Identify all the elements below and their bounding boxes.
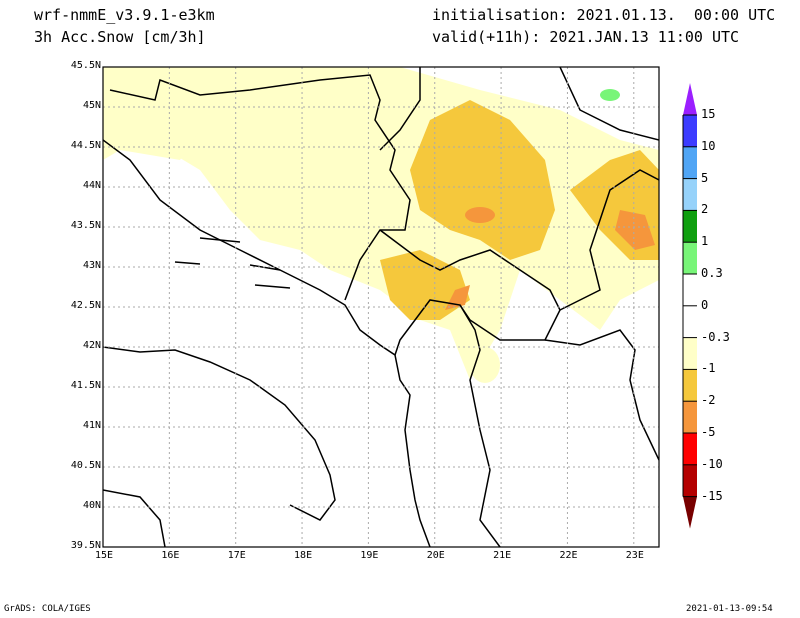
lon-label: 22E: [559, 550, 578, 561]
model-name: wrf-nmmE_v3.9.1-e3km: [34, 6, 215, 24]
lat-label: 41N: [82, 420, 101, 431]
lat-label: 39.5N: [70, 540, 101, 551]
lon-label: 15E: [95, 550, 114, 561]
snow-heavy-central: [465, 207, 495, 223]
snow-field: [103, 67, 659, 383]
colorbar-label: -2: [701, 393, 716, 408]
footer-right: 2021-01-13-09:54: [686, 604, 773, 614]
colorbar-swatch: [683, 242, 697, 274]
colorbar: [682, 83, 697, 529]
border-3: [459, 304, 501, 547]
colorbar-label: -0.3: [701, 329, 730, 344]
colorbar-label: 2: [701, 202, 709, 217]
lat-label: 45.5N: [70, 60, 101, 71]
colorbar-swatch: [683, 210, 697, 243]
lat-label: 43.5N: [70, 220, 101, 231]
init-time: initialisation: 2021.01.13. 00:00 UTC: [432, 6, 776, 24]
adriatic-east-coast: [103, 139, 431, 547]
colorbar-swatch: [683, 146, 697, 179]
colorbar-label: 15: [701, 107, 716, 121]
colorbar-label: 0: [701, 297, 709, 312]
colorbar-swatch: [683, 464, 697, 497]
lon-label: 18E: [294, 550, 313, 561]
colorbar-swatch: [683, 274, 697, 306]
colorbar-label: -5: [701, 425, 716, 439]
border-4: [544, 329, 659, 461]
footer-left: GrADS: COLA/IGES: [4, 604, 91, 614]
lat-label: 40.5N: [70, 460, 101, 471]
lon-label: 17E: [227, 550, 246, 561]
colorbar-label: 0.3: [701, 266, 723, 280]
colorbar-label: -10: [701, 456, 723, 471]
colorbar-label: 1: [701, 234, 709, 249]
colorbar-arrow-top: [683, 83, 697, 115]
colorbar-swatch: [683, 115, 697, 147]
lon-label: 20E: [426, 550, 445, 561]
lon-label: 23E: [625, 550, 644, 561]
colorbar-label: 5: [701, 170, 709, 185]
snow-mod-central: [410, 100, 555, 260]
lat-label: 42N: [82, 340, 101, 351]
colorbar-swatch: [683, 401, 697, 433]
lon-label: 19E: [360, 550, 379, 561]
lat-label: 40N: [82, 500, 101, 511]
colorbar-label: -15: [701, 488, 723, 503]
lon-label: 16E: [161, 550, 180, 561]
border-7: [559, 67, 659, 141]
plot-frame: [102, 66, 660, 548]
islands: [174, 237, 291, 289]
lat-label: 41.5N: [70, 380, 101, 391]
gridlines: [103, 67, 659, 547]
border-5: [559, 169, 659, 311]
border-1: [109, 74, 411, 301]
snow-green-patch: [600, 89, 620, 101]
snow-light-nw: [103, 67, 200, 160]
snow-heavy-east: [615, 210, 655, 250]
lon-label: 21E: [493, 550, 512, 561]
colorbar-swatch: [683, 305, 697, 338]
lat-label: 44N: [82, 180, 101, 191]
colorbar-arrow-bottom: [683, 496, 697, 529]
italy-coast: [103, 346, 336, 521]
border-6: [379, 67, 421, 151]
colorbar-swatch: [683, 337, 697, 370]
italy-south-coast: [103, 489, 166, 547]
colorbar-swatch: [683, 433, 697, 465]
lat-label: 44.5N: [70, 140, 101, 151]
colorbar-label: 10: [701, 138, 716, 153]
variable-title: 3h Acc.Snow [cm/3h]: [34, 28, 206, 46]
colorbar-label: -1: [701, 361, 716, 376]
lat-label: 42.5N: [70, 300, 101, 311]
lat-label: 45N: [82, 100, 101, 111]
lat-label: 43N: [82, 260, 101, 271]
colorbar-swatch: [683, 178, 697, 211]
valid-time: valid(+11h): 2021.JAN.13 11:00 UTC: [432, 28, 740, 46]
colorbar-swatch: [683, 369, 697, 402]
